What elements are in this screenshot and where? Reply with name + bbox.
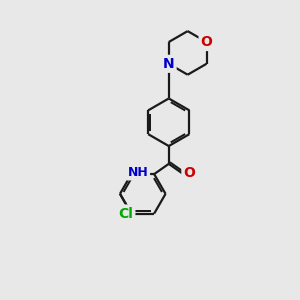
Text: N: N xyxy=(163,57,175,71)
Text: NH: NH xyxy=(128,166,148,178)
Text: O: O xyxy=(201,35,212,49)
Text: O: O xyxy=(183,166,195,180)
Text: Cl: Cl xyxy=(118,206,134,220)
